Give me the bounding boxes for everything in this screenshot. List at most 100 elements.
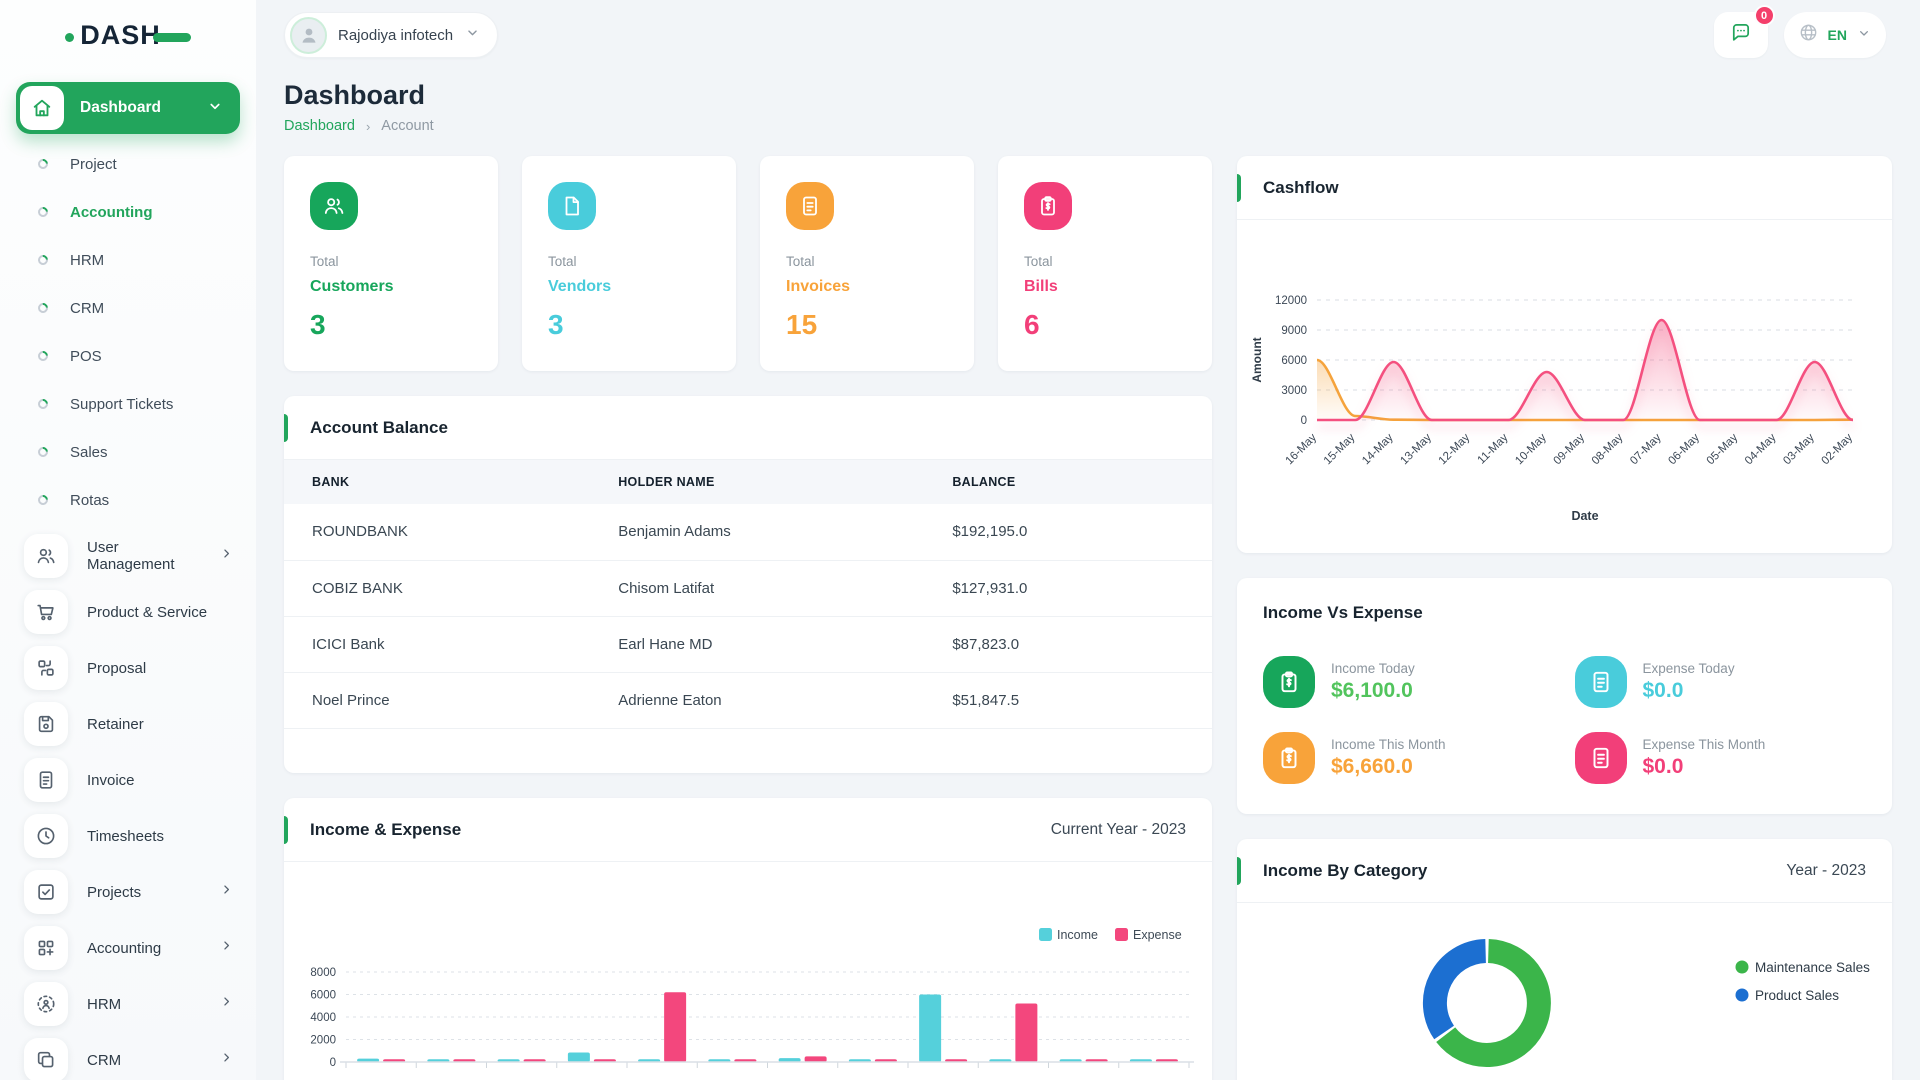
sidebar-item-invoice[interactable]: Invoice [16, 752, 240, 808]
svg-text:16-May: 16-May [1284, 431, 1320, 467]
sidebar-item-product-service[interactable]: Product & Service [16, 584, 240, 640]
ivse-label: Income Today [1331, 661, 1415, 676]
stat-label: Invoices [786, 278, 851, 295]
sidebar-item-projects[interactable]: Projects [16, 864, 240, 920]
income-expense-bar-chart: 0 2000 4000 6000 8000 Income Expense [310, 928, 1194, 1069]
language-selector[interactable]: EN [1783, 12, 1886, 58]
chevron-down-icon [468, 30, 477, 36]
save-icon [38, 715, 54, 733]
sidebar: DASH Dashboard Project Accounting HRM CRM PO… [0, 0, 256, 1080]
svg-text:4000: 4000 [310, 1012, 336, 1024]
sidebar-item-crm[interactable]: CRM [16, 1032, 240, 1080]
ivse-item: Expense This Month $0.0 [1574, 732, 1867, 784]
company-switcher[interactable]: Rajodiya infotech [284, 12, 499, 58]
svg-text:07-May: 07-May [1628, 431, 1664, 467]
sidebar-subitem-pos[interactable]: POS [16, 332, 240, 380]
card-title: Income By Category [1263, 860, 1428, 880]
svg-text:02-May: 02-May [1820, 431, 1856, 467]
sidebar-item-label: Proposal [87, 659, 147, 677]
users-icon [324, 198, 344, 214]
sidebar-subitem-label: Project [70, 155, 117, 173]
svg-text:6000: 6000 [1281, 355, 1307, 367]
svg-text:12000: 12000 [1275, 295, 1307, 307]
stat-card-bills: Total Bills 6 [998, 156, 1212, 371]
sidebar-subitem-project[interactable]: Project [16, 140, 240, 188]
sidebar-subitem-accounting[interactable]: Accounting [16, 188, 240, 236]
svg-text:3000: 3000 [1281, 385, 1307, 397]
income-by-category-card: Income By Category Year - 2023 Maintenan… [1237, 839, 1892, 1080]
sidebar-item-timesheets[interactable]: Timesheets [16, 808, 240, 864]
cashflow-card: Cashflow 0 3000 6000 9000 12000 16-May 15-May 1… [1237, 156, 1892, 553]
svg-text:10-May: 10-May [1513, 431, 1549, 467]
sidebar-subitem-hrm[interactable]: HRM [16, 236, 240, 284]
logo-dash [152, 32, 191, 42]
check-square-icon [38, 884, 54, 900]
svg-text:9000: 9000 [1281, 325, 1307, 337]
svg-text:Product Sales: Product Sales [1755, 988, 1839, 1003]
bullet-ring-icon [35, 396, 51, 412]
sidebar-subitem-support-tickets[interactable]: Support Tickets [16, 380, 240, 428]
stat-card-vendors: Total Vendors 3 [522, 156, 736, 371]
card-title: Account Balance [310, 417, 448, 437]
breadcrumb-current: Account [381, 118, 434, 134]
table-row: ICICI Bank Earl Hane MD $87,823.0 [284, 616, 1212, 673]
account-balance-card: Account Balance BANK HOLDER NAME BALANCE… [284, 396, 1212, 773]
cell-bank: Noel Prince [284, 672, 591, 729]
sidebar-subitem-crm[interactable]: CRM [16, 284, 240, 332]
svg-text:15-May: 15-May [1322, 431, 1358, 467]
cell-bank: ICICI Bank [284, 616, 591, 673]
language-code: EN [1827, 27, 1847, 43]
stat-label: Customers [310, 278, 394, 295]
logo: DASH [0, 0, 256, 70]
cell-balance: $51,847.5 [924, 672, 1212, 729]
sidebar-item-hrm[interactable]: HRM [16, 976, 240, 1032]
bullet-ring-icon [35, 348, 51, 364]
messages-button[interactable]: 0 [1713, 5, 1775, 58]
breadcrumb-dashboard-link[interactable]: Dashboard [284, 118, 355, 134]
ivse-value: $0.0 [1642, 679, 1684, 702]
ivse-label: Income This Month [1331, 737, 1446, 752]
right-column: Cashflow 0 3000 6000 9000 12000 16-May 15-May 1… [1237, 156, 1892, 1080]
column-bank: BANK [312, 475, 350, 489]
bullet-ring-icon [35, 156, 51, 172]
invoice-icon [39, 771, 53, 789]
sidebar-item-accounting[interactable]: Accounting [16, 920, 240, 976]
card-subtitle: Year - 2023 [1786, 861, 1866, 879]
cell-balance: $87,823.0 [924, 616, 1212, 673]
sidebar-item-label: Timesheets [87, 827, 164, 845]
sidebar-subitem-sales[interactable]: Sales [16, 428, 240, 476]
cart-icon [37, 604, 54, 621]
cell-holder: Chisom Latifat [590, 560, 925, 617]
svg-text:08-May: 08-May [1590, 431, 1626, 467]
globe-icon [1798, 22, 1819, 48]
sidebar-item-label: Dashboard [80, 99, 161, 116]
sidebar-item-retainer[interactable]: Retainer [16, 696, 240, 752]
sidebar-subitem-label: HRM [70, 251, 105, 269]
sidebar-item-proposal[interactable]: Proposal [16, 640, 240, 696]
svg-text:13-May: 13-May [1398, 431, 1434, 467]
avatar [290, 16, 327, 54]
sidebar-subitem-rotas[interactable]: Rotas [16, 476, 240, 524]
stat-value: 15 [786, 309, 818, 340]
income-vs-expense-grid: Income Today $6,100.0 Expense Today $0.0 Inc… [1237, 648, 1892, 814]
sidebar-item-label: Invoice [87, 771, 135, 789]
svg-text:8000: 8000 [310, 967, 336, 979]
stat-value: 6 [1024, 309, 1040, 340]
breadcrumb-separator: › [365, 118, 371, 134]
chevron-down-icon [464, 24, 481, 46]
ivse-value: $6,660.0 [1331, 755, 1413, 778]
sidebar-item-dashboard[interactable]: Dashboard [16, 82, 240, 134]
svg-text:12-May: 12-May [1437, 431, 1473, 467]
ivse-item: Expense Today $0.0 [1574, 656, 1867, 708]
sidebar-item-user-management[interactable]: User Management [16, 528, 240, 584]
cell-holder: Earl Hane MD [590, 616, 925, 673]
card-accent [1237, 857, 1241, 885]
chevron-right-icon [224, 941, 229, 950]
left-column: Total Customers 3 Total Vendors 3 Total Invoice… [284, 156, 1212, 1080]
cell-holder: Adrienne Eaton [590, 672, 925, 729]
stat-value: 3 [548, 309, 564, 340]
svg-text:0: 0 [330, 1057, 336, 1069]
logo-dot [65, 32, 75, 42]
column-holder-name: HOLDER NAME [618, 475, 715, 489]
